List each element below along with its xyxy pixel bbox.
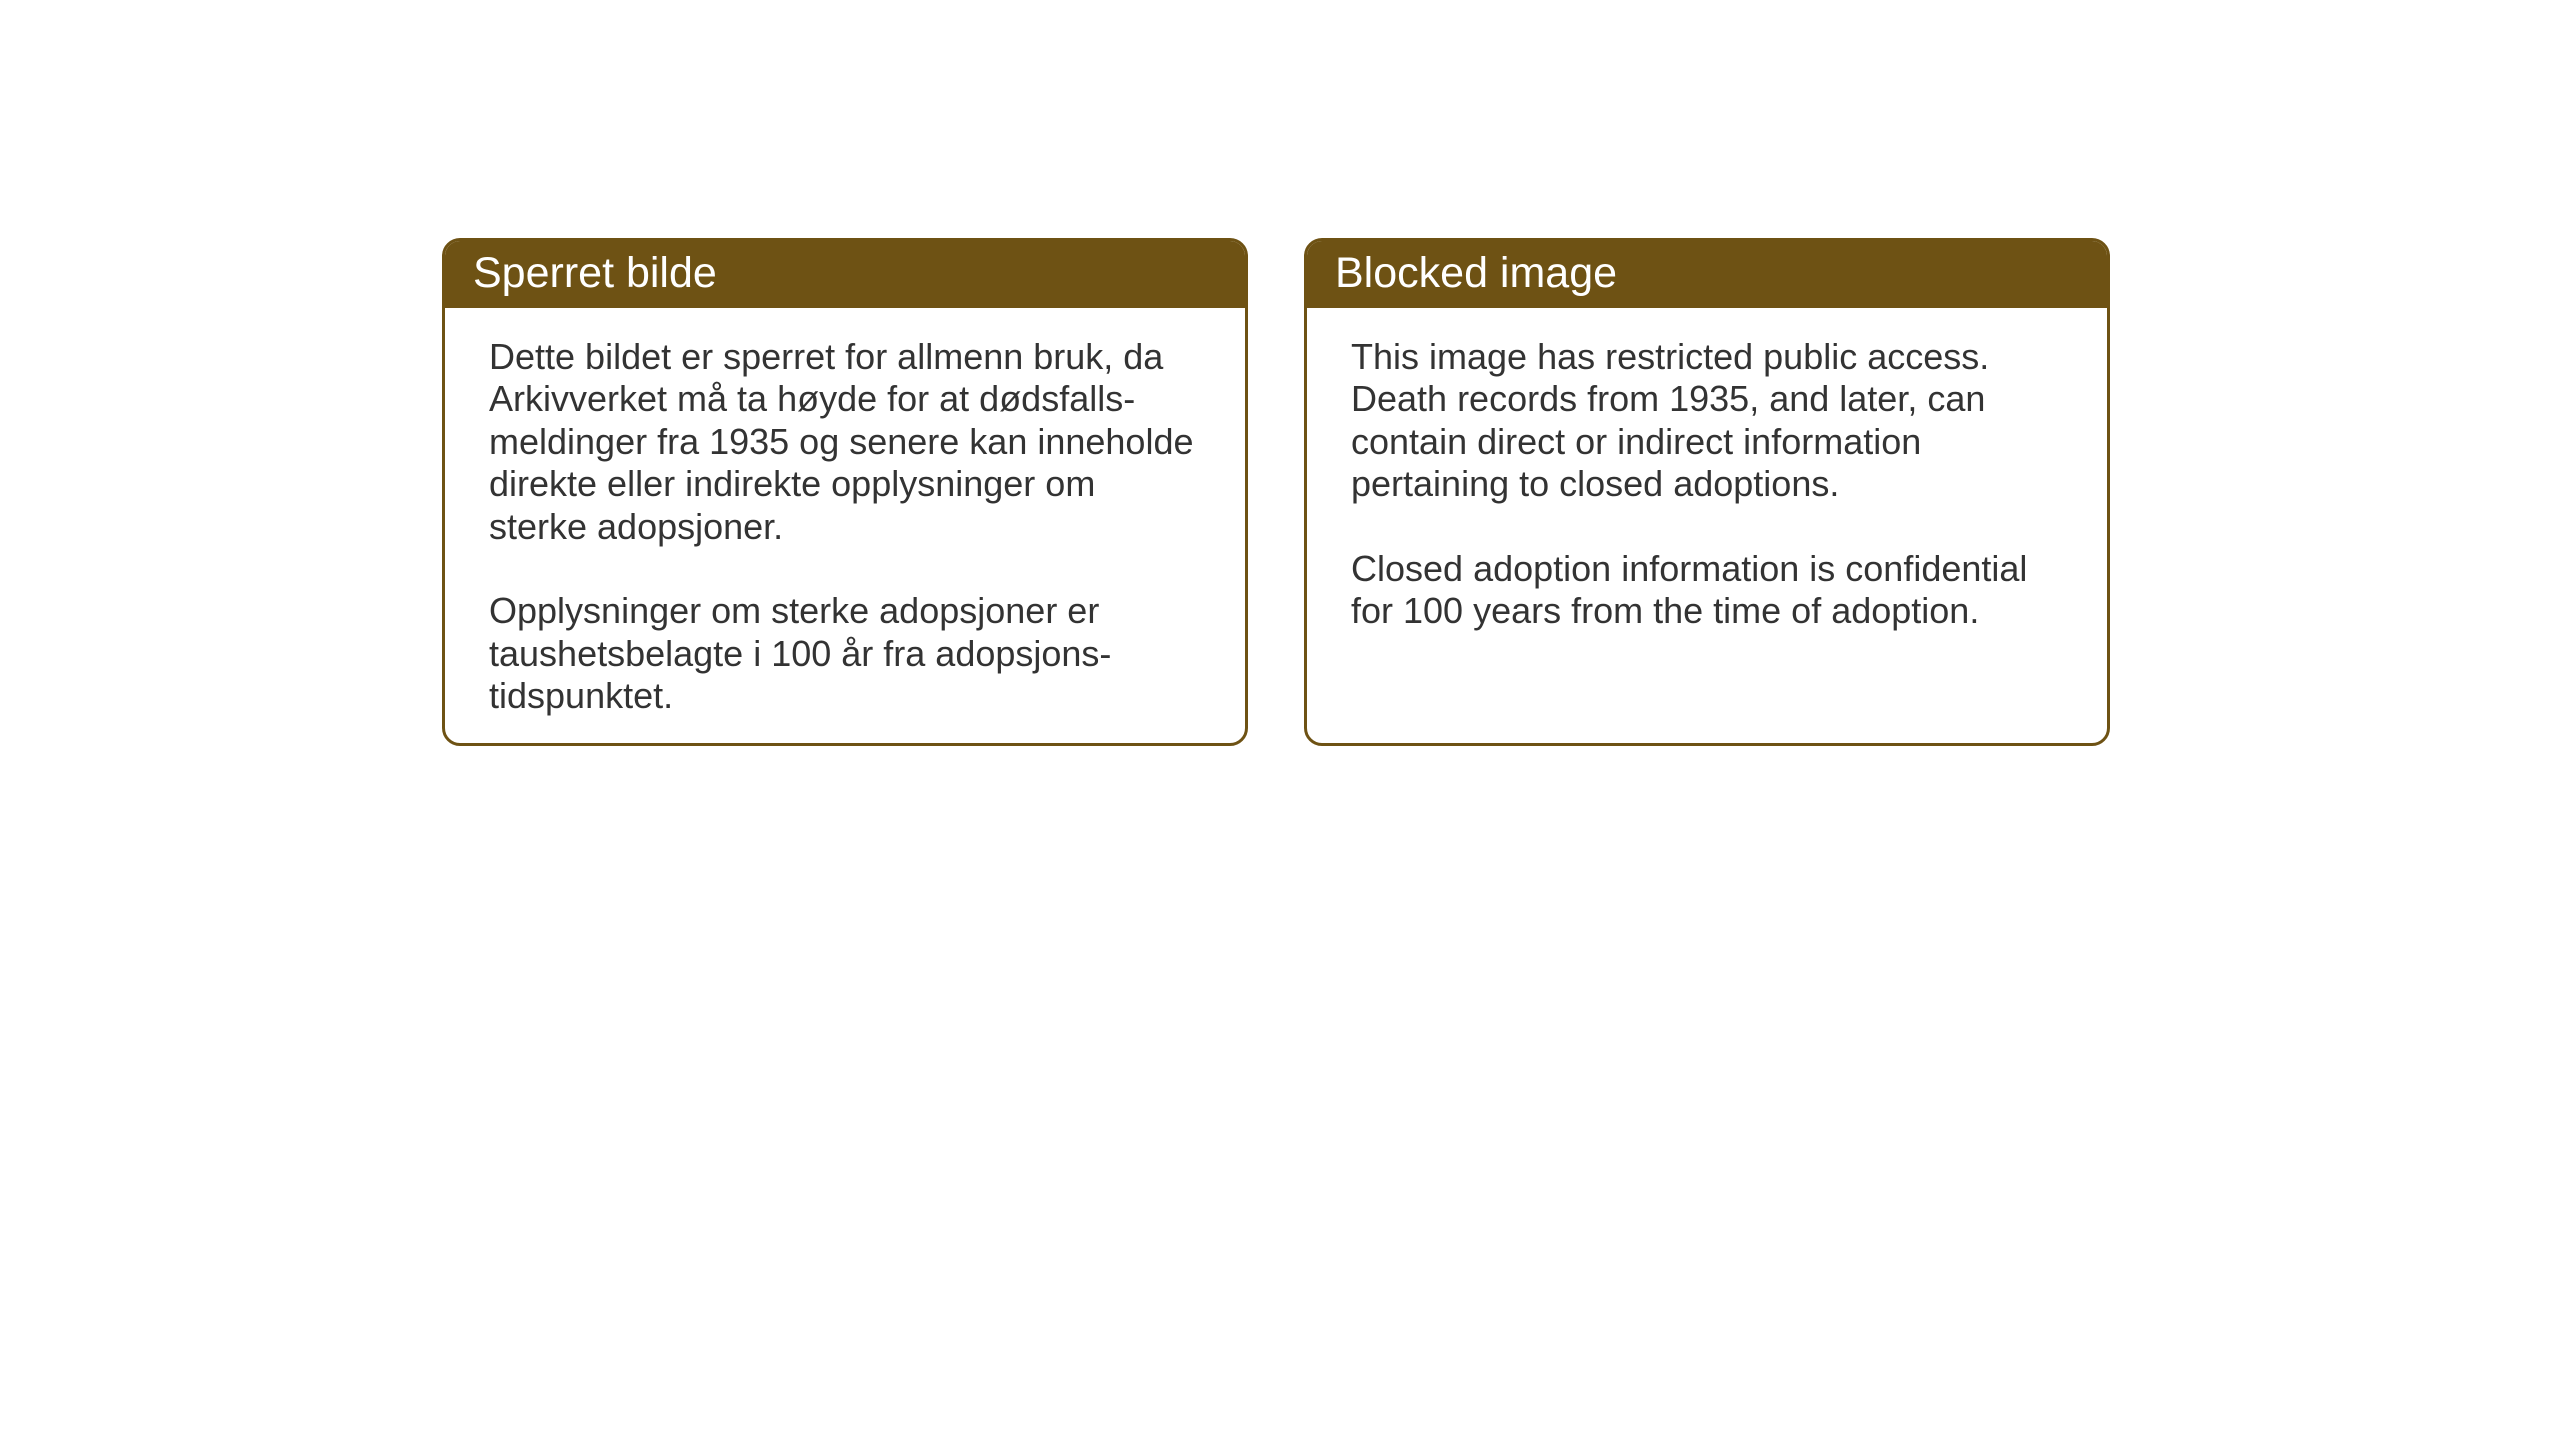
card-paragraph1-english: This image has restricted public access.… <box>1351 336 2063 506</box>
card-body-english: This image has restricted public access.… <box>1307 308 2107 661</box>
card-norwegian: Sperret bilde Dette bildet er sperret fo… <box>442 238 1248 746</box>
card-title-english: Blocked image <box>1335 249 1617 297</box>
card-paragraph1-norwegian: Dette bildet er sperret for allmenn bruk… <box>489 336 1201 548</box>
card-paragraph2-english: Closed adoption information is confident… <box>1351 548 2063 633</box>
card-header-norwegian: Sperret bilde <box>445 241 1245 308</box>
cards-container: Sperret bilde Dette bildet er sperret fo… <box>442 238 2110 746</box>
card-paragraph2-norwegian: Opplysninger om sterke adopsjoner er tau… <box>489 590 1201 717</box>
card-title-norwegian: Sperret bilde <box>473 249 717 297</box>
card-body-norwegian: Dette bildet er sperret for allmenn bruk… <box>445 308 1245 746</box>
card-english: Blocked image This image has restricted … <box>1304 238 2110 746</box>
card-header-english: Blocked image <box>1307 241 2107 308</box>
